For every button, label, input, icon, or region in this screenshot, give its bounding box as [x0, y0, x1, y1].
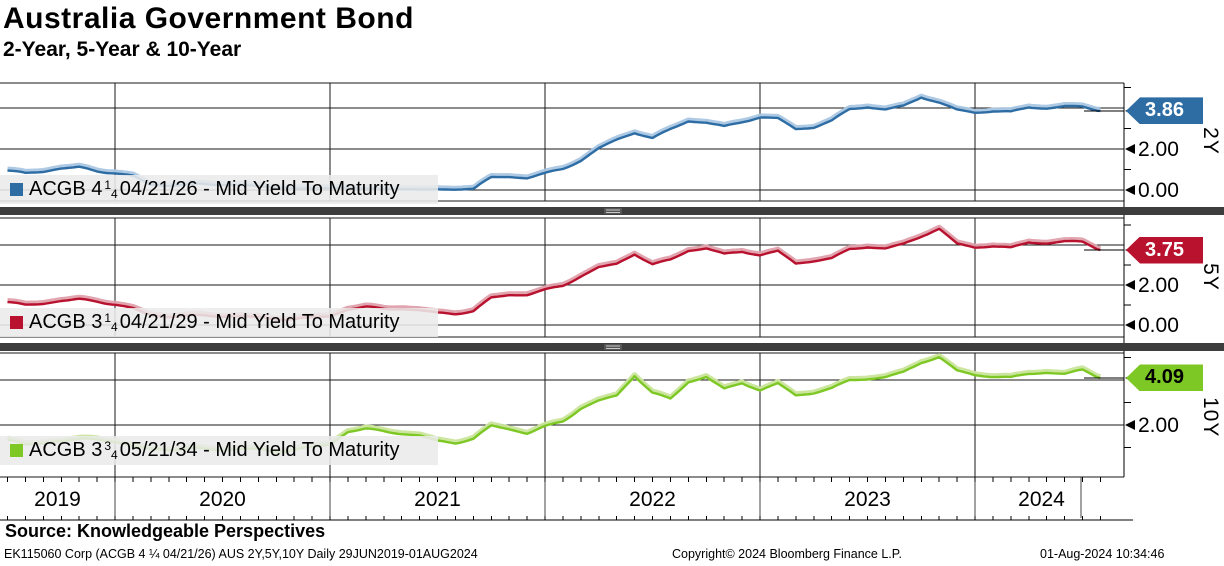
status-security-info: EK115060 Corp (ACGB 4 ¼ 04/21/26) AUS 2Y… — [4, 547, 478, 561]
axis-title-5y: 5Y — [1199, 262, 1222, 291]
axis-title-10y: 10Y — [1199, 397, 1222, 438]
divider-grip-handle[interactable] — [604, 208, 622, 214]
divider-grip-handle[interactable] — [604, 344, 622, 350]
year-label: 2023 — [844, 488, 891, 511]
legend-text-2y-suffix: 04/21/26 - Mid Yield To Maturity — [119, 178, 400, 200]
axis-title-2y: 2Y — [1199, 127, 1222, 155]
series-halo-5y — [7, 224, 1101, 321]
legend-text-10y-prefix: ACGB 3 — [29, 439, 103, 461]
tick-arrow — [1125, 144, 1135, 154]
tick-label: 0.00 — [1138, 314, 1179, 337]
legend-marker-2y-icon — [10, 183, 23, 196]
legend-text-5y-prefix: ACGB 3 — [29, 311, 103, 333]
year-label: 2019 — [34, 488, 81, 511]
legend-fraction-2y: 14 — [104, 178, 118, 201]
last-value-badge-5y: 3.75 — [1126, 236, 1203, 264]
tick-arrow — [1125, 185, 1135, 195]
last-value-badge-10y: 4.09 — [1126, 364, 1203, 392]
tick-label: 2.00 — [1138, 274, 1179, 297]
legend-text-10y-suffix: 05/21/34 - Mid Yield To Maturity — [119, 439, 400, 461]
legend-fraction-5y: 14 — [104, 311, 118, 334]
tick-arrow — [1125, 320, 1135, 330]
tick-label: 0.00 — [1138, 179, 1179, 202]
page-title: Australia Government Bond — [3, 2, 414, 35]
page-subtitle: 2-Year, 5-Year & 10-Year — [3, 38, 242, 61]
legend-text-2y-prefix: ACGB 4 — [29, 178, 103, 200]
last-value-badge-2y: 3.86 — [1126, 97, 1203, 125]
source-line: Source: Knowledgeable Perspectives — [5, 521, 326, 541]
legend-5y: ACGB 3 14 04/21/29 - Mid Yield To Maturi… — [0, 308, 438, 337]
legend-10y: ACGB 3 34 05/21/34 - Mid Yield To Maturi… — [0, 436, 438, 465]
legend-marker-10y-icon — [10, 444, 23, 457]
year-label: 2020 — [199, 488, 246, 511]
year-label: 2024 — [1018, 488, 1065, 511]
tick-arrow — [1125, 420, 1135, 430]
status-copyright: Copyright© 2024 Bloomberg Finance L.P. — [672, 547, 902, 561]
tick-label: 2.00 — [1138, 414, 1179, 437]
legend-fraction-10y: 34 — [104, 439, 118, 462]
year-label: 2021 — [414, 488, 461, 511]
legend-text-5y-suffix: 04/21/29 - Mid Yield To Maturity — [119, 311, 400, 333]
year-label: 2022 — [629, 488, 676, 511]
tick-arrow — [1125, 280, 1135, 290]
chart-header: Australia Government Bond 2-Year, 5-Year… — [3, 2, 414, 62]
legend-2y: ACGB 4 14 04/21/26 - Mid Yield To Maturi… — [0, 175, 438, 204]
status-timestamp: 01-Aug-2024 10:34:46 — [1040, 547, 1165, 561]
tick-label: 2.00 — [1138, 138, 1179, 161]
legend-marker-5y-icon — [10, 316, 23, 329]
series-line-5y — [7, 227, 1101, 322]
